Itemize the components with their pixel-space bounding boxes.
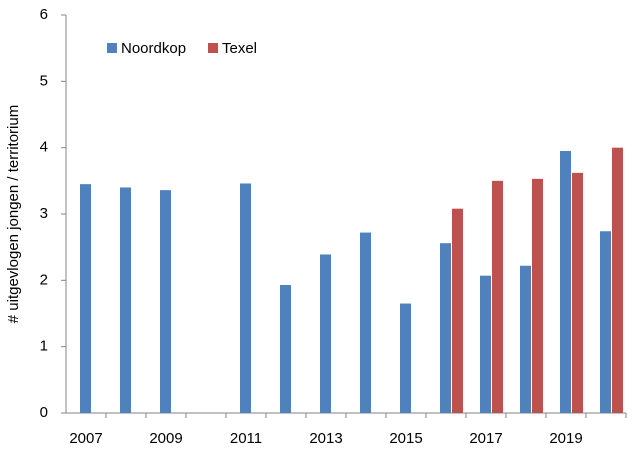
legend-swatch <box>107 43 117 53</box>
legend-label: Texel <box>222 40 257 57</box>
bar <box>400 303 411 413</box>
bar <box>240 183 251 413</box>
legend-label: Noordkop <box>121 40 186 57</box>
y-tick-label: 0 <box>40 404 48 421</box>
bar <box>532 178 543 413</box>
y-axis-label: # uitgevlogen jongen / territorium <box>5 105 22 323</box>
y-tick-label: 1 <box>40 338 48 355</box>
bar <box>480 275 491 413</box>
bar <box>560 150 571 413</box>
legend-swatch <box>208 43 218 53</box>
bar <box>280 284 291 413</box>
bar <box>600 231 611 413</box>
bar <box>440 243 451 413</box>
x-tick-label: 2011 <box>230 430 262 447</box>
bar <box>120 187 131 413</box>
y-tick-label: 6 <box>40 6 48 23</box>
bar <box>572 172 583 413</box>
x-tick-label: 2009 <box>149 430 182 447</box>
bar <box>520 265 531 413</box>
x-tick-label: 2019 <box>549 430 582 447</box>
bar <box>452 208 463 413</box>
x-tick-label: 2017 <box>469 430 502 447</box>
x-tick-label: 2013 <box>309 430 342 447</box>
bar <box>492 180 503 413</box>
bar <box>320 254 331 413</box>
bar <box>360 232 371 413</box>
bar <box>612 147 623 413</box>
bar <box>160 190 171 413</box>
y-tick-label: 3 <box>40 205 48 222</box>
x-tick-label: 2015 <box>389 430 422 447</box>
y-tick-label: 4 <box>40 139 48 156</box>
y-tick-label: 5 <box>40 72 48 89</box>
y-tick-label: 2 <box>40 271 48 288</box>
x-tick-label: 2007 <box>69 430 102 447</box>
bar <box>80 184 91 413</box>
